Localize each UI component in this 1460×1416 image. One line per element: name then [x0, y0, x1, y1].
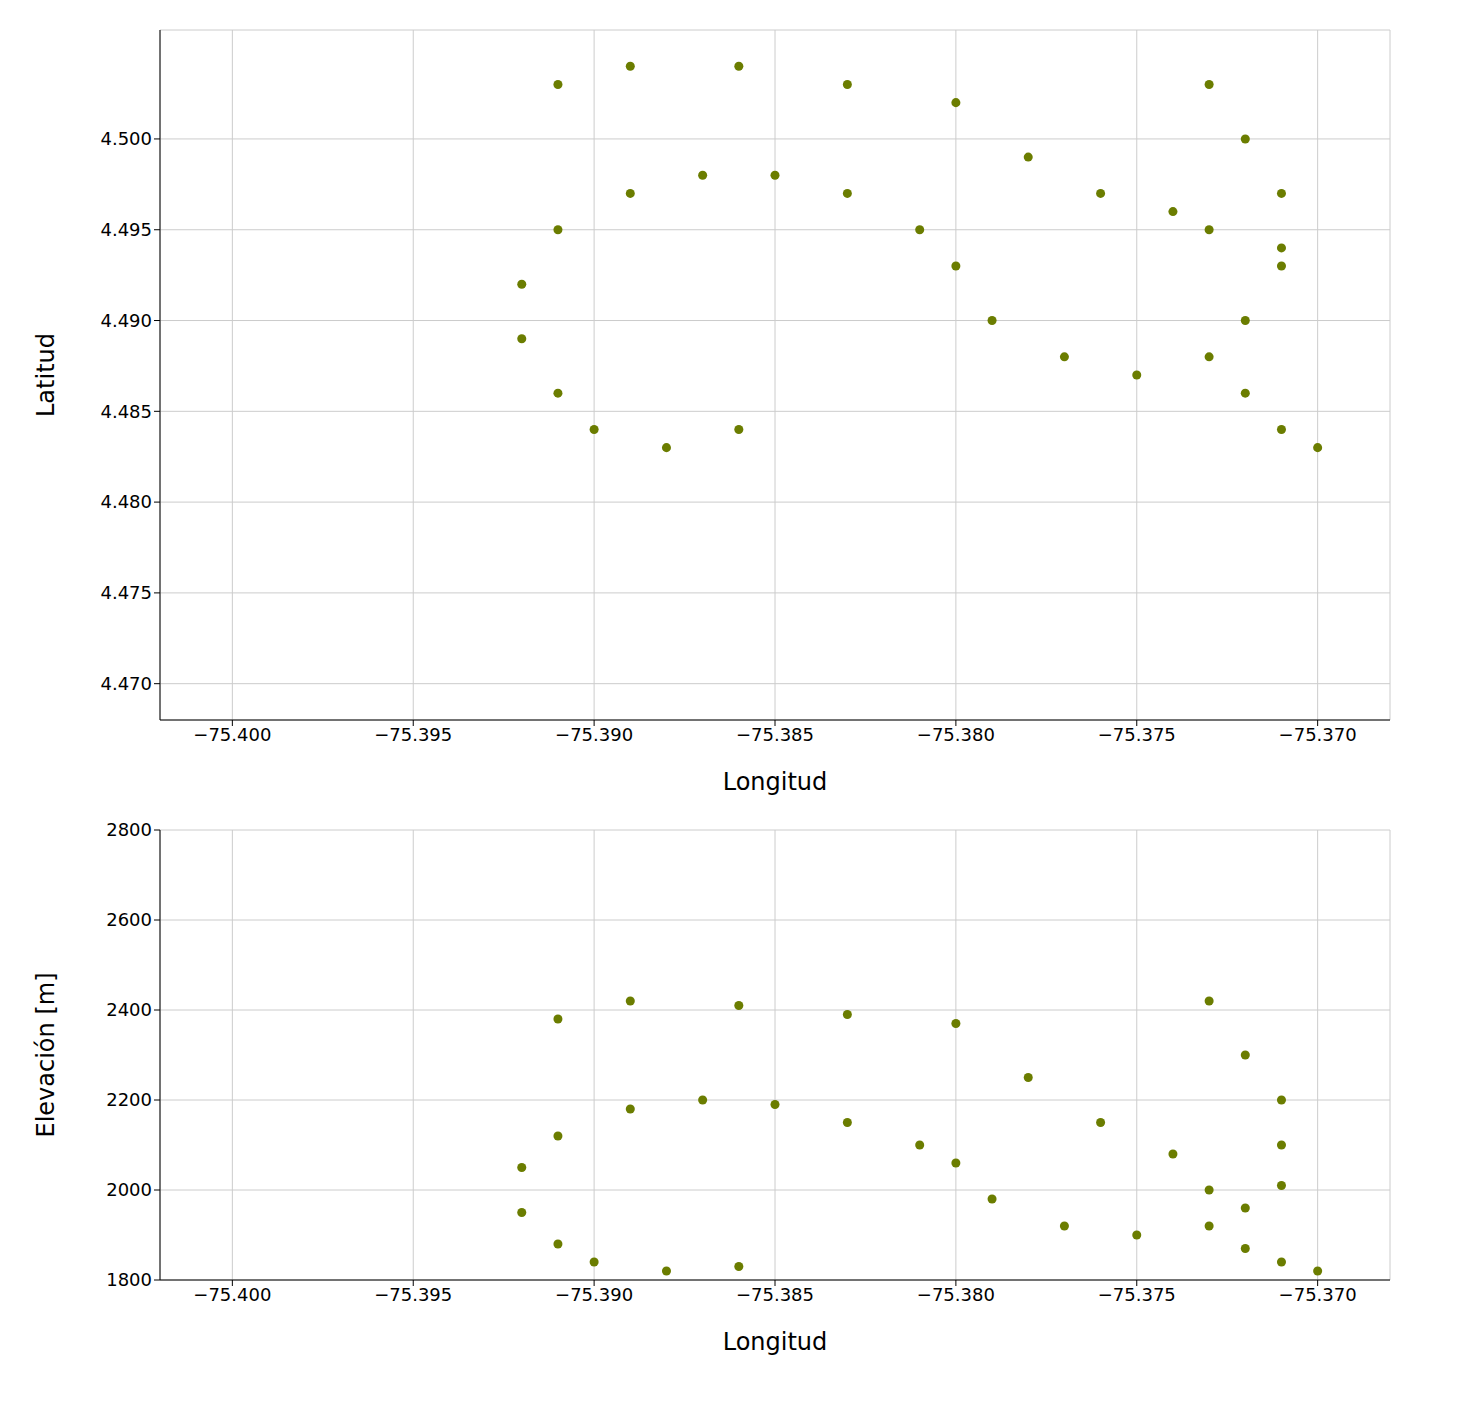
svg-text:Latitud: Latitud	[32, 333, 60, 417]
svg-text:Longitud: Longitud	[723, 1328, 828, 1356]
svg-text:2000: 2000	[106, 1179, 152, 1200]
svg-text:−75.370: −75.370	[1279, 724, 1357, 745]
svg-text:2600: 2600	[106, 909, 152, 930]
svg-text:4.500: 4.500	[100, 128, 152, 149]
svg-text:−75.370: −75.370	[1279, 1284, 1357, 1305]
svg-text:−75.380: −75.380	[917, 724, 995, 745]
svg-text:−75.395: −75.395	[374, 724, 452, 745]
svg-text:Longitud: Longitud	[723, 768, 828, 796]
svg-text:−75.400: −75.400	[193, 1284, 271, 1305]
svg-text:−75.375: −75.375	[1098, 724, 1176, 745]
svg-text:−75.380: −75.380	[917, 1284, 995, 1305]
svg-text:4.475: 4.475	[100, 582, 152, 603]
svg-text:−75.375: −75.375	[1098, 1284, 1176, 1305]
svg-text:−75.385: −75.385	[736, 1284, 814, 1305]
svg-text:Elevación [m]: Elevación [m]	[32, 973, 60, 1138]
svg-text:4.485: 4.485	[100, 401, 152, 422]
svg-text:−75.390: −75.390	[555, 1284, 633, 1305]
svg-text:−75.400: −75.400	[193, 724, 271, 745]
svg-text:−75.385: −75.385	[736, 724, 814, 745]
svg-text:4.490: 4.490	[100, 310, 152, 331]
svg-text:−75.395: −75.395	[374, 1284, 452, 1305]
svg-text:4.480: 4.480	[100, 491, 152, 512]
svg-text:2400: 2400	[106, 999, 152, 1020]
svg-text:2200: 2200	[106, 1089, 152, 1110]
svg-text:4.470: 4.470	[100, 673, 152, 694]
svg-text:−75.390: −75.390	[555, 724, 633, 745]
svg-text:1800: 1800	[106, 1269, 152, 1290]
svg-text:2800: 2800	[106, 819, 152, 840]
svg-text:4.495: 4.495	[100, 219, 152, 240]
